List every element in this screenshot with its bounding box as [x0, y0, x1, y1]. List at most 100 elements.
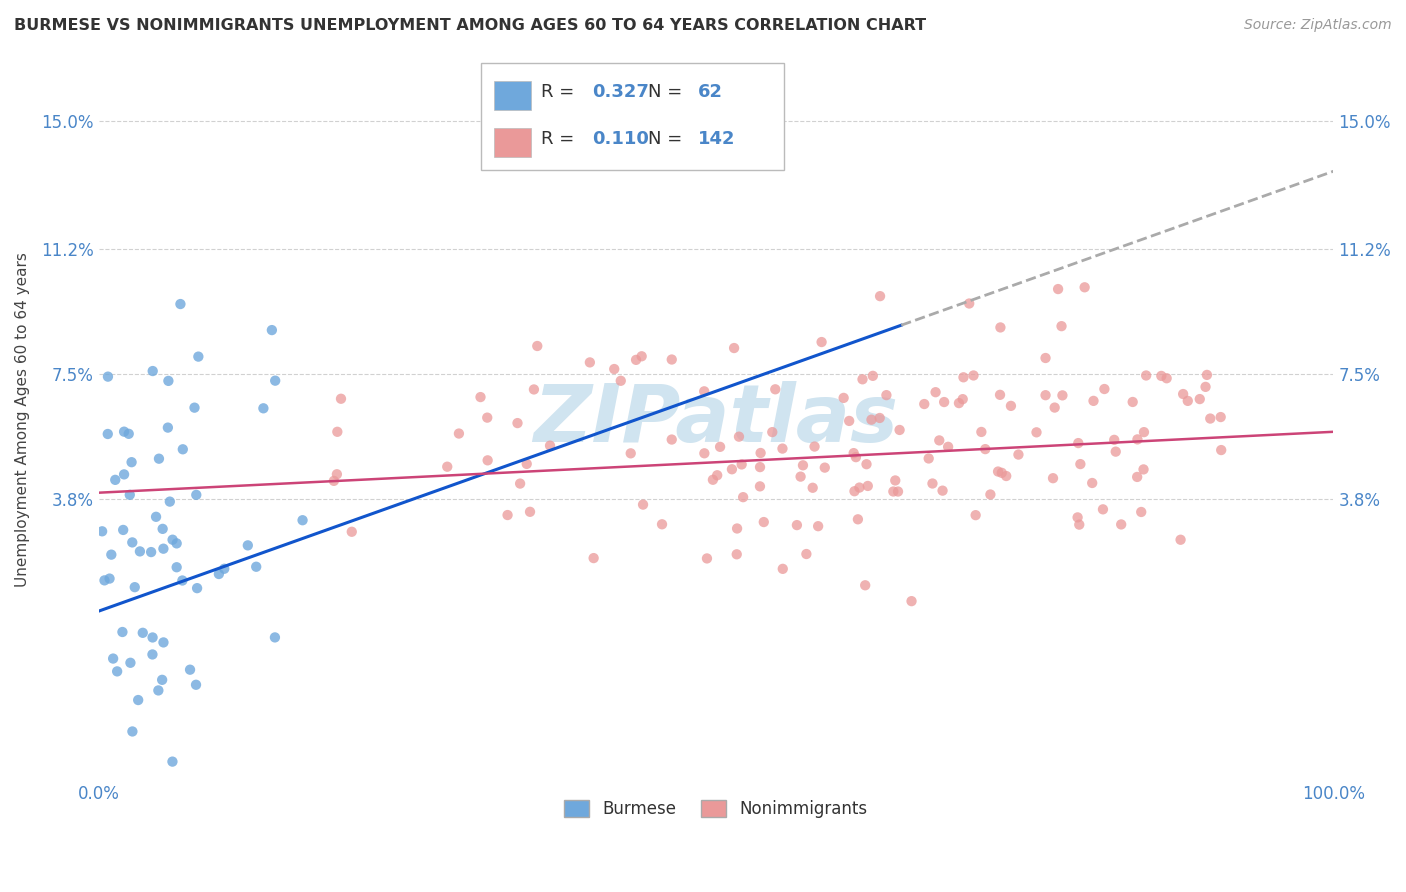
- Point: [934, 395, 956, 409]
- Point: [1083, 393, 1105, 408]
- Point: [148, 683, 170, 698]
- Point: [111, 625, 134, 640]
- Point: [236, 538, 259, 552]
- Point: [970, 425, 993, 439]
- Point: [725, 521, 748, 535]
- Point: [889, 423, 911, 437]
- Point: [112, 523, 135, 537]
- Point: [129, 544, 152, 558]
- Point: [145, 509, 167, 524]
- Point: [477, 453, 499, 467]
- Point: [921, 476, 943, 491]
- Point: [326, 467, 349, 482]
- Point: [948, 396, 970, 410]
- Point: [869, 411, 891, 425]
- Point: [1211, 443, 1233, 458]
- Point: [98, 572, 121, 586]
- Point: [132, 625, 155, 640]
- Legend: Burmese, Nonimmigrants: Burmese, Nonimmigrants: [555, 791, 876, 826]
- Point: [1177, 393, 1199, 408]
- Point: [661, 433, 683, 447]
- Point: [526, 339, 548, 353]
- Point: [1150, 368, 1173, 383]
- Point: [523, 383, 546, 397]
- Text: BURMESE VS NONIMMIGRANTS UNEMPLOYMENT AMONG AGES 60 TO 64 YEARS CORRELATION CHAR: BURMESE VS NONIMMIGRANTS UNEMPLOYMENT AM…: [14, 18, 927, 33]
- Point: [856, 479, 879, 493]
- Point: [1069, 517, 1091, 532]
- Point: [936, 440, 959, 454]
- Point: [1043, 401, 1066, 415]
- Point: [340, 524, 363, 539]
- Point: [845, 450, 868, 465]
- Point: [1105, 444, 1128, 458]
- Point: [322, 474, 344, 488]
- Point: [214, 562, 236, 576]
- Text: 0.327: 0.327: [592, 83, 650, 101]
- Point: [1073, 280, 1095, 294]
- Point: [152, 522, 174, 536]
- Point: [1035, 388, 1057, 402]
- Point: [252, 401, 274, 416]
- Text: 142: 142: [697, 130, 735, 148]
- Point: [183, 401, 205, 415]
- Point: [260, 323, 283, 337]
- Point: [603, 362, 626, 376]
- Point: [172, 442, 194, 457]
- Point: [1066, 510, 1088, 524]
- Point: [728, 430, 751, 444]
- Point: [121, 535, 143, 549]
- Point: [97, 427, 120, 442]
- Point: [962, 368, 984, 383]
- Point: [810, 334, 832, 349]
- Point: [832, 391, 855, 405]
- Point: [772, 442, 794, 456]
- Point: [749, 446, 772, 460]
- Point: [875, 388, 897, 402]
- Point: [150, 673, 173, 687]
- Point: [264, 374, 287, 388]
- Point: [509, 476, 531, 491]
- Point: [1067, 436, 1090, 450]
- Point: [1133, 425, 1156, 439]
- Point: [1035, 351, 1057, 365]
- Point: [725, 547, 748, 561]
- Point: [844, 484, 866, 499]
- Point: [152, 635, 174, 649]
- Point: [651, 517, 673, 532]
- Point: [853, 578, 876, 592]
- FancyBboxPatch shape: [494, 81, 531, 110]
- Point: [789, 469, 811, 483]
- Point: [1122, 395, 1144, 409]
- Point: [987, 465, 1010, 479]
- Point: [887, 484, 910, 499]
- Point: [101, 651, 124, 665]
- Point: [330, 392, 353, 406]
- Point: [1126, 470, 1149, 484]
- Point: [100, 548, 122, 562]
- Point: [763, 382, 786, 396]
- Point: [105, 665, 128, 679]
- Y-axis label: Unemployment Among Ages 60 to 64 years: Unemployment Among Ages 60 to 64 years: [15, 252, 30, 588]
- Point: [730, 458, 752, 472]
- Point: [156, 420, 179, 434]
- Point: [121, 724, 143, 739]
- Point: [918, 451, 941, 466]
- Point: [1081, 475, 1104, 490]
- Point: [772, 562, 794, 576]
- Text: R =: R =: [541, 83, 579, 101]
- Text: ZIPatlas: ZIPatlas: [533, 381, 898, 459]
- Point: [1171, 387, 1194, 401]
- Point: [979, 487, 1001, 501]
- Point: [1025, 425, 1047, 440]
- Point: [447, 426, 470, 441]
- Text: Source: ZipAtlas.com: Source: ZipAtlas.com: [1244, 18, 1392, 32]
- Point: [702, 473, 724, 487]
- Point: [624, 352, 647, 367]
- Point: [179, 663, 201, 677]
- Point: [1052, 388, 1074, 402]
- FancyBboxPatch shape: [494, 128, 531, 157]
- Point: [1199, 411, 1222, 425]
- Point: [291, 513, 314, 527]
- Point: [93, 574, 115, 588]
- Point: [882, 484, 904, 499]
